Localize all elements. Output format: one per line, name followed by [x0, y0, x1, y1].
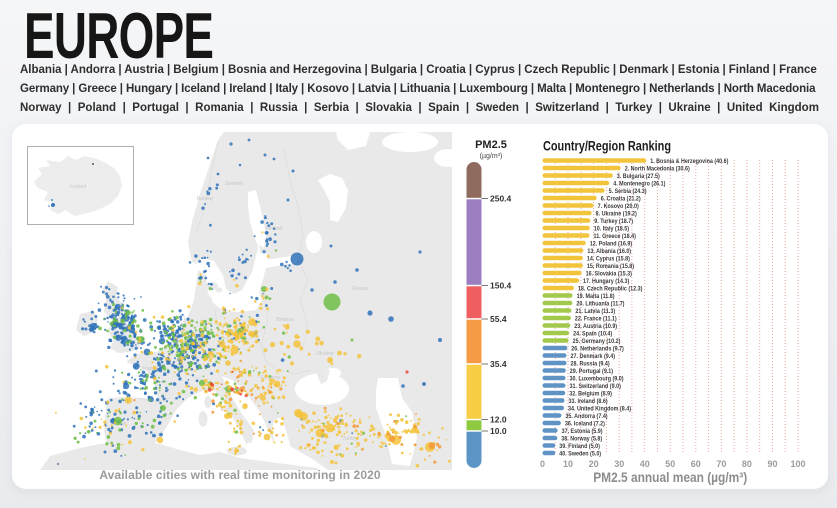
svg-text:33. Ireland (8.6): 33. Ireland (8.6)	[569, 399, 608, 405]
svg-text:13. Albania (16.0): 13. Albania (16.0)	[587, 249, 631, 255]
svg-text:PM2.5: PM2.5	[475, 139, 507, 151]
svg-text:31. Switzerland (9.0): 31. Switzerland (9.0)	[570, 384, 621, 390]
svg-text:35.4: 35.4	[490, 359, 507, 369]
svg-text:25. Germany (10.2): 25. Germany (10.2)	[573, 339, 621, 345]
svg-text:Russia: Russia	[352, 286, 368, 292]
svg-text:60: 60	[691, 459, 701, 469]
svg-text:PM2.5 annual mean (µg/m³): PM2.5 annual mean (µg/m³)	[593, 469, 747, 485]
svg-text:80: 80	[742, 459, 752, 469]
svg-text:10.0: 10.0	[490, 426, 507, 436]
svg-text:1. Bosnia & Herzegovina (40.6): 1. Bosnia & Herzegovina (40.6)	[650, 159, 728, 165]
svg-text:70: 70	[716, 459, 726, 469]
svg-text:37. Estonia (5.9): 37. Estonia (5.9)	[562, 429, 603, 435]
svg-text:Country/Region Ranking: Country/Region Ranking	[543, 139, 671, 154]
svg-text:Iceland: Iceland	[70, 184, 86, 190]
svg-text:10: 10	[563, 459, 573, 469]
svg-text:France: France	[142, 366, 158, 372]
svg-text:Turkey: Turkey	[342, 436, 358, 442]
svg-text:21. Latvia (11.3): 21. Latvia (11.3)	[575, 309, 615, 315]
svg-text:30. Luxembourg (9.0): 30. Luxembourg (9.0)	[570, 376, 624, 382]
svg-text:16. Slovakia (15.3): 16. Slovakia (15.3)	[586, 271, 632, 277]
svg-text:90: 90	[767, 459, 777, 469]
svg-text:14. Cyprus (15.8): 14. Cyprus (15.8)	[587, 256, 630, 262]
svg-text:Sweden: Sweden	[225, 181, 243, 187]
svg-text:26. Netherlands (9.7): 26. Netherlands (9.7)	[571, 346, 624, 352]
svg-text:55.4: 55.4	[490, 314, 507, 324]
svg-text:27. Denmark (9.4): 27. Denmark (9.4)	[571, 354, 616, 360]
svg-text:24. Spain (10.4): 24. Spain (10.4)	[573, 331, 612, 337]
svg-text:12. Poland (16.9): 12. Poland (16.9)	[590, 241, 632, 247]
svg-text:34. United Kingdom (8.4): 34. United Kingdom (8.4)	[568, 406, 631, 412]
svg-text:250.4: 250.4	[490, 194, 512, 204]
svg-text:38. Norway (5.8): 38. Norway (5.8)	[561, 436, 602, 442]
svg-text:3. Bulgaria (27.5): 3. Bulgaria (27.5)	[617, 174, 660, 180]
svg-text:22. France (11.1): 22. France (11.1)	[575, 316, 617, 322]
svg-text:30: 30	[614, 459, 624, 469]
svg-text:20. Lithuania (11.7): 20. Lithuania (11.7)	[576, 301, 624, 307]
svg-text:8. Ukraine (19.2): 8. Ukraine (19.2)	[596, 211, 637, 217]
svg-text:Belarus: Belarus	[277, 317, 294, 323]
svg-text:12.0: 12.0	[490, 415, 507, 425]
svg-text:29. Portugal (9.1): 29. Portugal (9.1)	[570, 369, 613, 375]
svg-text:11. Greece (18.4): 11. Greece (18.4)	[594, 234, 636, 240]
svg-text:39. Finland (5.0): 39. Finland (5.0)	[559, 444, 600, 450]
svg-text:36. Iceland (7.2): 36. Iceland (7.2)	[565, 421, 605, 427]
svg-text:Ukraine: Ukraine	[316, 351, 333, 357]
svg-text:Romania: Romania	[260, 375, 280, 381]
svg-text:100: 100	[790, 459, 805, 469]
svg-text:32. Belgium (8.9): 32. Belgium (8.9)	[569, 391, 612, 397]
svg-text:(µg/m³): (µg/m³)	[480, 153, 503, 160]
svg-text:28. Russia (9.4): 28. Russia (9.4)	[571, 361, 610, 367]
svg-text:7. Kosovo (20.0): 7. Kosovo (20.0)	[598, 204, 639, 210]
svg-text:18. Czech Republic (12.3): 18. Czech Republic (12.3)	[578, 286, 643, 292]
svg-text:35. Andorra (7.4): 35. Andorra (7.4)	[565, 414, 607, 420]
svg-text:23. Austria (10.9): 23. Austria (10.9)	[574, 324, 617, 330]
svg-text:19. Malta (11.8): 19. Malta (11.8)	[577, 294, 615, 300]
svg-text:20: 20	[589, 459, 599, 469]
svg-text:40: 40	[640, 459, 650, 469]
svg-text:150.4: 150.4	[490, 281, 512, 291]
svg-text:4. Montenegro (26.1): 4. Montenegro (26.1)	[613, 181, 665, 187]
svg-text:Norway: Norway	[197, 196, 214, 202]
svg-text:15. Romania (15.8): 15. Romania (15.8)	[587, 264, 634, 270]
svg-text:50: 50	[665, 459, 675, 469]
svg-text:5. Serbia (24.3): 5. Serbia (24.3)	[609, 189, 647, 195]
svg-text:0: 0	[540, 459, 545, 469]
svg-text:40. Sweden (5.0): 40. Sweden (5.0)	[559, 451, 601, 457]
svg-text:9. Turkey (18.7): 9. Turkey (18.7)	[594, 219, 633, 225]
svg-text:2. North Macedonia (30.6): 2. North Macedonia (30.6)	[625, 166, 690, 172]
svg-text:17. Hungary (14.3): 17. Hungary (14.3)	[583, 279, 629, 285]
svg-text:Italy: Italy	[220, 407, 230, 413]
svg-text:6. Croatia (21.2): 6. Croatia (21.2)	[601, 196, 641, 202]
svg-text:10. Italy (18.5): 10. Italy (18.5)	[594, 226, 629, 232]
